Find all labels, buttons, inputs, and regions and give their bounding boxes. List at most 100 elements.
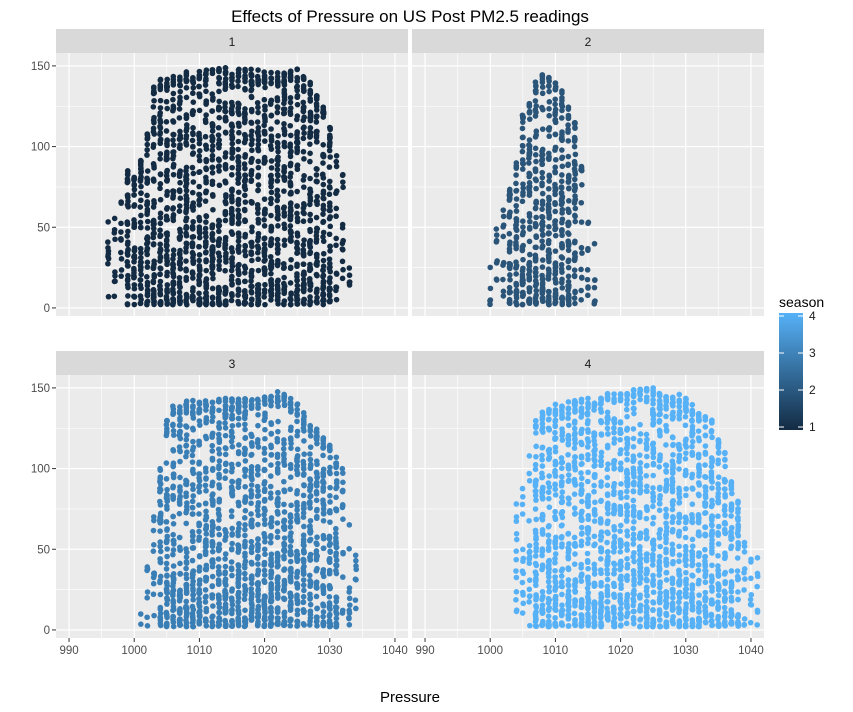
data-point (314, 623, 320, 629)
data-point (546, 566, 552, 572)
data-point (183, 266, 189, 272)
data-point (209, 434, 215, 440)
data-point (565, 264, 572, 271)
facet-strip (412, 29, 764, 53)
data-point (301, 156, 307, 162)
data-point (209, 592, 216, 598)
data-point (235, 189, 242, 196)
data-point (565, 462, 572, 468)
data-point (255, 582, 261, 588)
data-point (151, 301, 157, 308)
data-point (572, 587, 578, 594)
data-point (228, 461, 235, 468)
data-point (532, 283, 539, 289)
data-point (248, 402, 255, 408)
data-point (202, 540, 209, 546)
data-point (539, 182, 545, 189)
data-point (584, 585, 591, 592)
data-point (209, 559, 216, 566)
data-point (526, 171, 533, 178)
data-point (287, 622, 294, 629)
data-point (307, 111, 314, 118)
data-point (352, 552, 359, 559)
data-point (183, 442, 190, 449)
data-point (307, 158, 313, 165)
data-point (170, 266, 176, 273)
data-point (314, 226, 320, 232)
data-point (559, 544, 565, 550)
data-point (170, 119, 177, 125)
data-point (209, 270, 215, 276)
data-point (248, 487, 254, 494)
data-point (170, 171, 177, 178)
data-point (281, 541, 288, 548)
data-point (164, 546, 170, 552)
data-point (520, 192, 526, 198)
data-point (500, 293, 507, 299)
data-point (352, 597, 359, 603)
data-point (526, 453, 533, 459)
data-point (565, 565, 572, 571)
data-point (578, 612, 585, 619)
data-point (500, 224, 506, 230)
data-point (228, 193, 235, 199)
data-point (578, 538, 585, 545)
data-point (261, 577, 267, 584)
data-point (248, 93, 255, 100)
data-point (598, 620, 604, 626)
data-point (235, 546, 242, 553)
data-point (565, 602, 572, 608)
data-point (552, 429, 558, 436)
data-point (585, 417, 591, 424)
data-point (157, 510, 164, 517)
data-point (526, 556, 533, 563)
data-point (559, 583, 565, 590)
x-tick-label: 1000 (121, 645, 147, 657)
data-point (281, 501, 287, 508)
data-point (294, 74, 300, 81)
data-point (287, 74, 294, 81)
data-point (584, 276, 591, 283)
data-point (236, 234, 242, 240)
data-point (532, 269, 539, 276)
data-point (552, 559, 558, 566)
data-point (248, 141, 255, 148)
data-point (314, 605, 320, 612)
data-point (222, 217, 229, 224)
data-point (565, 616, 572, 622)
data-point (578, 439, 584, 446)
data-point (314, 565, 320, 572)
data-point (604, 570, 611, 577)
data-point (189, 223, 196, 230)
data-point (500, 288, 507, 295)
data-point (268, 462, 274, 468)
data-point (327, 298, 333, 305)
data-point (533, 185, 539, 192)
data-point (183, 72, 190, 79)
data-point (209, 538, 216, 545)
data-point (216, 258, 223, 264)
data-point (288, 409, 294, 415)
data-point (532, 506, 539, 512)
data-point (248, 586, 255, 592)
data-point (579, 517, 585, 523)
data-point (144, 152, 150, 158)
data-point (598, 548, 604, 555)
data-point (591, 240, 598, 247)
data-point (242, 293, 248, 299)
data-point (215, 156, 222, 163)
data-point (539, 238, 545, 244)
data-point (275, 490, 281, 496)
data-point (268, 113, 275, 119)
data-point (559, 210, 565, 216)
data-point (513, 574, 520, 581)
data-point (255, 401, 261, 407)
data-point (526, 116, 533, 122)
data-point (281, 509, 288, 515)
data-point (300, 409, 307, 416)
data-point (138, 190, 144, 196)
data-point (190, 99, 197, 105)
data-point (157, 265, 164, 272)
data-point (223, 259, 229, 265)
data-point (216, 228, 222, 235)
